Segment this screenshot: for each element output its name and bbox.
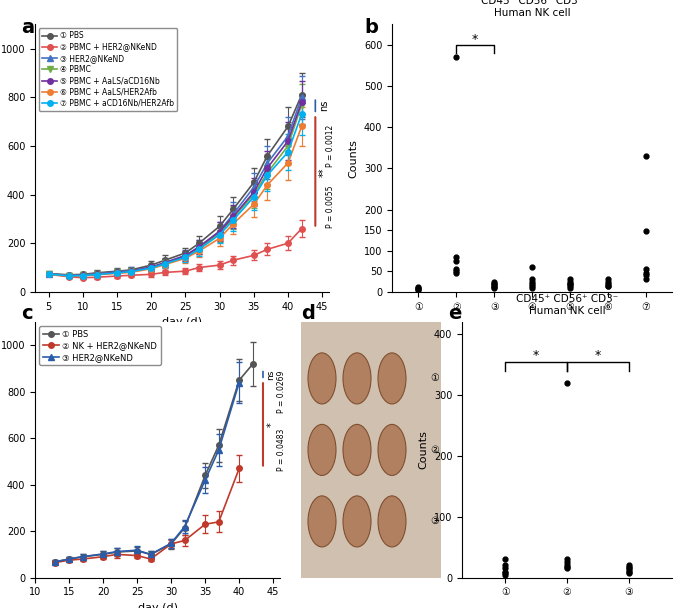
Text: P = 0.0269: P = 0.0269 (276, 371, 286, 413)
Circle shape (343, 353, 371, 404)
Circle shape (378, 496, 406, 547)
Text: ①: ① (430, 373, 438, 384)
Circle shape (343, 424, 371, 475)
Text: ns: ns (318, 100, 329, 111)
Text: ns: ns (267, 369, 275, 379)
X-axis label: day (d): day (d) (162, 317, 202, 327)
Text: P = 0.0483: P = 0.0483 (276, 429, 286, 471)
Title: CD45⁺ CD56⁺ CD3⁻
Human NK cell: CD45⁺ CD56⁺ CD3⁻ Human NK cell (481, 0, 583, 18)
Legend: ① PBS, ② PBMC + HER2@NKeND, ③ HER2@NKeND, ④ PBMC, ⑤ PBMC + AaLS/aCD16Nb, ⑥ PBMC : ① PBS, ② PBMC + HER2@NKeND, ③ HER2@NKeND… (38, 28, 177, 111)
Text: c: c (21, 304, 33, 323)
Text: e: e (448, 304, 461, 323)
Legend: ① PBS, ② NK + HER2@NKeND, ③ HER2@NKeND: ① PBS, ② NK + HER2@NKeND, ③ HER2@NKeND (39, 326, 161, 365)
Text: ②: ② (430, 445, 438, 455)
Text: *: * (472, 33, 478, 46)
X-axis label: day (d): day (d) (137, 603, 178, 608)
Text: b: b (364, 18, 378, 37)
Text: a: a (21, 18, 34, 37)
Circle shape (308, 496, 336, 547)
Y-axis label: Counts: Counts (418, 430, 428, 469)
Y-axis label: Counts: Counts (348, 139, 358, 178)
Text: *: * (595, 349, 601, 362)
Circle shape (378, 353, 406, 404)
Title: CD45⁺ CD56⁺ CD3⁻
Human NK cell: CD45⁺ CD56⁺ CD3⁻ Human NK cell (516, 294, 618, 316)
Text: **: ** (318, 168, 329, 178)
Circle shape (378, 424, 406, 475)
Text: P = 0.0012: P = 0.0012 (326, 125, 335, 167)
Circle shape (308, 424, 336, 475)
Text: *: * (267, 422, 276, 427)
Circle shape (308, 353, 336, 404)
Circle shape (343, 496, 371, 547)
Text: P = 0.0055: P = 0.0055 (326, 185, 335, 228)
Text: ③: ③ (430, 516, 438, 527)
Text: d: d (301, 304, 315, 323)
Text: *: * (533, 349, 539, 362)
